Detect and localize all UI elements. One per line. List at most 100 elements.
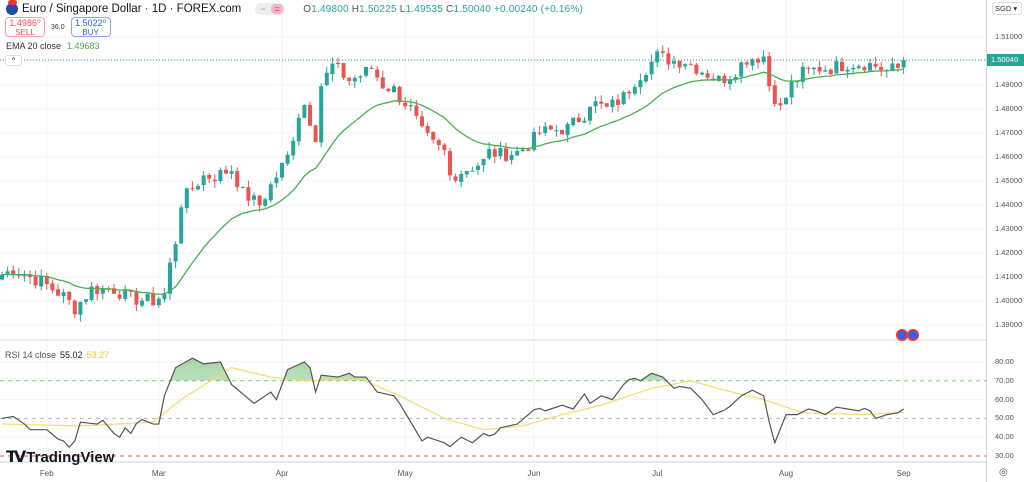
candle-body bbox=[274, 177, 279, 184]
minus-icon[interactable]: − bbox=[260, 4, 266, 14]
candle bbox=[554, 124, 559, 137]
candle bbox=[280, 162, 284, 181]
candle bbox=[268, 181, 273, 203]
candle bbox=[700, 71, 704, 76]
candle bbox=[291, 136, 296, 160]
sell-button[interactable]: 1.4986⁰ SELL bbox=[5, 17, 45, 37]
candle bbox=[610, 96, 615, 113]
candle-body bbox=[319, 86, 324, 143]
price-tick: 1.45000 bbox=[995, 176, 1023, 185]
candle-body bbox=[151, 293, 156, 306]
candle-body bbox=[733, 76, 738, 80]
candle-body bbox=[392, 86, 396, 93]
candle bbox=[184, 187, 189, 214]
chart-mode-toggle[interactable]: − = bbox=[255, 3, 286, 15]
candle bbox=[246, 180, 251, 207]
candle-body bbox=[44, 275, 49, 285]
candle-body bbox=[756, 58, 760, 63]
candle-body bbox=[621, 92, 626, 104]
candle-body bbox=[386, 88, 391, 92]
candle bbox=[50, 279, 55, 294]
candle bbox=[823, 65, 828, 73]
candle-body bbox=[554, 130, 559, 132]
currency-selector[interactable]: SGD ▾ bbox=[992, 2, 1022, 15]
chart-canvas[interactable] bbox=[0, 0, 986, 482]
candle-body bbox=[772, 85, 777, 105]
candle-body bbox=[436, 140, 441, 146]
candle-body bbox=[123, 289, 128, 299]
candle-body bbox=[448, 151, 452, 176]
symbol-title[interactable]: Euro / Singapore Dollar · 1D · FOREX.com bbox=[22, 3, 242, 15]
rsi-legend[interactable]: RSI 14 close 55.02 53.27 bbox=[5, 350, 110, 360]
candle bbox=[509, 150, 514, 165]
candle bbox=[655, 48, 660, 68]
candle bbox=[649, 54, 654, 80]
candle-body bbox=[655, 51, 660, 63]
candle bbox=[817, 61, 822, 75]
candle bbox=[369, 65, 374, 70]
collapse-legend-button[interactable]: ^ bbox=[5, 55, 22, 66]
candle bbox=[476, 162, 480, 176]
candle-body bbox=[308, 104, 312, 126]
candle bbox=[5, 266, 10, 278]
tradingview-logo[interactable]: 𝗧𝗩 TradingView bbox=[6, 448, 115, 467]
alert-icon[interactable] bbox=[907, 329, 919, 341]
candle-body bbox=[688, 64, 693, 66]
buy-button[interactable]: 1.5022⁰ BUY bbox=[70, 17, 111, 37]
candle bbox=[616, 93, 620, 112]
candle bbox=[806, 66, 811, 75]
price-axis[interactable] bbox=[986, 0, 1024, 482]
alert-markers[interactable] bbox=[896, 329, 919, 341]
rsi-tick: 40.00 bbox=[995, 432, 1014, 442]
candle-body bbox=[487, 148, 492, 159]
candle-body bbox=[604, 103, 609, 107]
candle bbox=[380, 70, 385, 90]
price-tick: 1.43000 bbox=[995, 224, 1023, 233]
candle bbox=[660, 45, 665, 57]
candle bbox=[263, 197, 268, 208]
candle-body bbox=[862, 67, 867, 71]
trade-panel: 1.4986⁰ SELL 36.0 1.5022⁰ BUY bbox=[5, 17, 111, 37]
candle-body bbox=[341, 63, 346, 78]
change: +0.00240 (+0.16%) bbox=[494, 3, 584, 15]
candle-body bbox=[571, 117, 576, 126]
candle-body bbox=[263, 199, 268, 206]
candle bbox=[800, 62, 805, 89]
candle-body bbox=[761, 56, 766, 63]
candle bbox=[778, 97, 783, 111]
candle bbox=[403, 96, 408, 110]
candle bbox=[173, 241, 178, 269]
candle-body bbox=[369, 67, 374, 69]
candle-body bbox=[683, 64, 688, 67]
price-tick: 1.46000 bbox=[995, 152, 1023, 161]
candle-body bbox=[588, 106, 592, 121]
candle-body bbox=[224, 169, 228, 174]
equals-icon[interactable]: = bbox=[271, 4, 284, 14]
price-tick: 1.42000 bbox=[995, 248, 1023, 257]
candle-body bbox=[834, 61, 839, 74]
candle bbox=[593, 96, 598, 114]
candle bbox=[543, 121, 548, 136]
candle bbox=[744, 60, 749, 69]
candle-body bbox=[397, 86, 402, 103]
candle-body bbox=[33, 276, 38, 286]
month-label: Mar bbox=[151, 469, 166, 478]
candle bbox=[408, 98, 413, 112]
candle bbox=[728, 75, 732, 91]
candle bbox=[672, 55, 676, 69]
candle-body bbox=[464, 171, 469, 175]
settings-icon[interactable]: ◎ bbox=[999, 467, 1008, 478]
candle-body bbox=[78, 301, 83, 315]
ema-legend[interactable]: EMA 20 close 1.49683 bbox=[6, 41, 100, 51]
candle-body bbox=[56, 289, 60, 296]
candle-body bbox=[190, 188, 195, 190]
candle bbox=[772, 80, 777, 107]
candle-body bbox=[627, 91, 632, 94]
candle bbox=[873, 57, 878, 70]
candle bbox=[95, 283, 100, 301]
candle-body bbox=[638, 80, 643, 88]
candle-body bbox=[425, 125, 430, 133]
month-label: May bbox=[397, 469, 413, 478]
candle-body bbox=[537, 132, 542, 134]
candle-body bbox=[95, 285, 100, 294]
